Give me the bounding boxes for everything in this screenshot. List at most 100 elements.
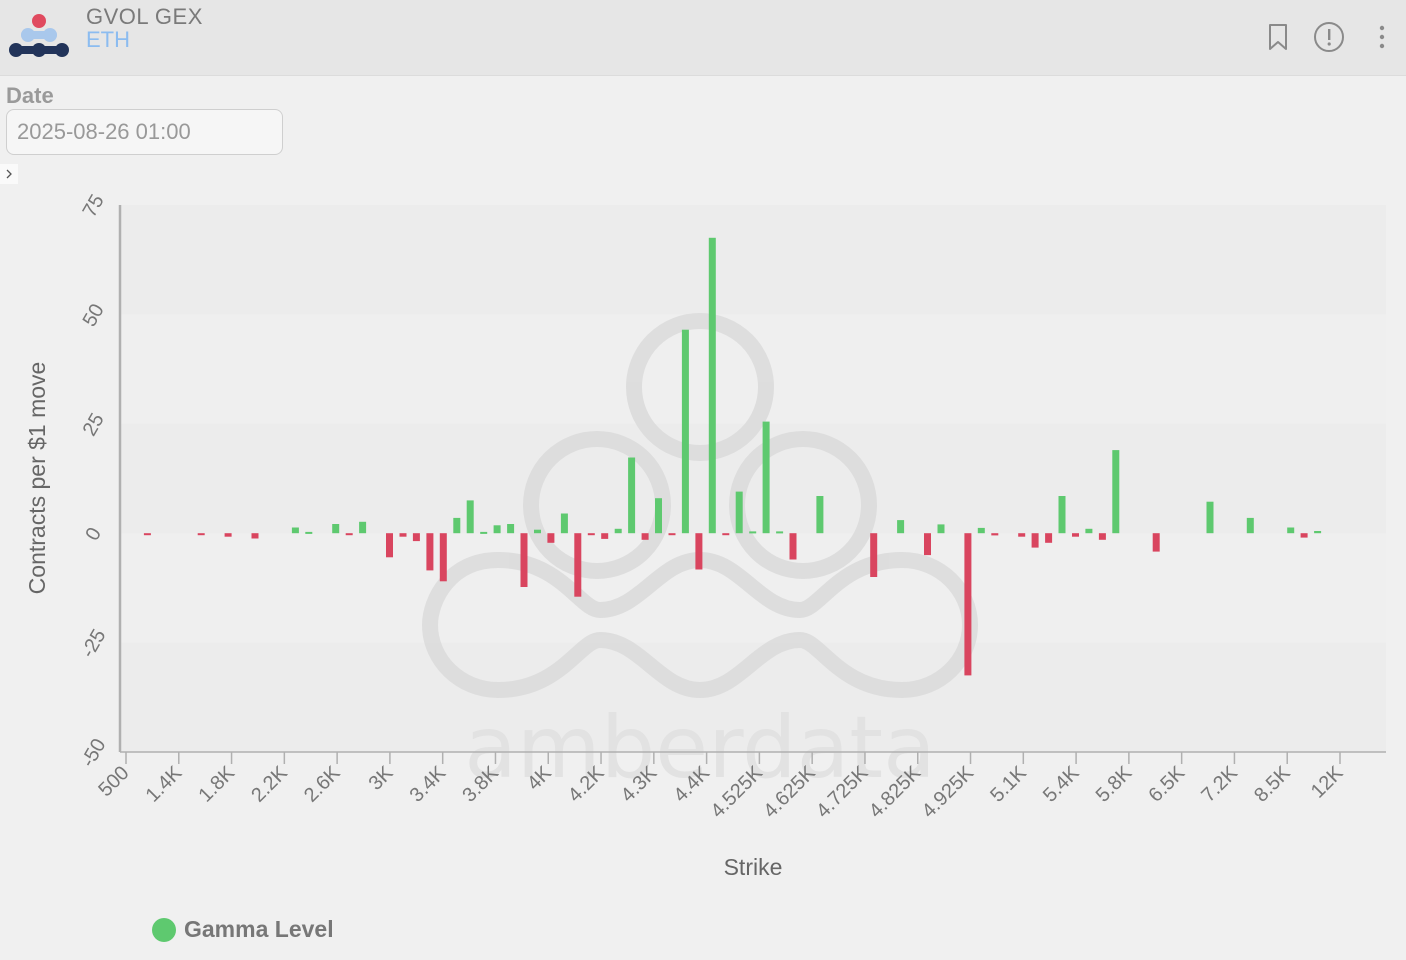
- gamma-bar: [1300, 533, 1308, 538]
- gamma-bar: [789, 533, 797, 560]
- bookmark-icon[interactable]: [1261, 20, 1295, 54]
- more-icon[interactable]: [1365, 20, 1399, 54]
- gamma-bar: [776, 531, 784, 534]
- gamma-bar: [1031, 533, 1039, 548]
- gamma-bar: [937, 524, 945, 534]
- gamma-bar: [399, 533, 407, 537]
- gamma-bar: [681, 329, 689, 534]
- gamma-bar: [762, 421, 770, 534]
- x-tick-label: 2.2K: [247, 762, 292, 807]
- gamma-bar: [345, 533, 353, 536]
- gamma-bar: [1112, 450, 1120, 534]
- x-tick-label: 8.5K: [1250, 762, 1295, 807]
- gamma-bar: [708, 237, 716, 534]
- x-tick-label: 5.1K: [986, 762, 1031, 807]
- gamma-bar: [870, 533, 878, 577]
- watermark: amberdata: [421, 313, 979, 798]
- x-tick-label: 5.4K: [1039, 762, 1084, 807]
- legend-marker: [152, 917, 176, 942]
- legend-label: Gamma Level: [184, 916, 334, 942]
- gamma-bar: [480, 531, 488, 534]
- gamma-bar: [1058, 496, 1066, 534]
- x-tick-label: 500: [94, 762, 133, 801]
- gamma-bar: [1018, 533, 1026, 537]
- app-header: GVOL GEX ETH: [0, 0, 1406, 76]
- gamma-bar: [964, 533, 972, 676]
- gamma-bar: [574, 533, 582, 597]
- gamma-bar: [655, 498, 662, 534]
- gamma-bar: [816, 496, 824, 534]
- gamma-bar: [1098, 533, 1106, 540]
- gamma-bar: [749, 531, 757, 534]
- gamma-bar: [520, 533, 528, 587]
- x-tick-label: 5.8K: [1092, 762, 1137, 807]
- y-tick-label: 50: [79, 300, 109, 330]
- gamma-bar: [1314, 531, 1322, 534]
- y-tick-label: -50: [77, 735, 111, 771]
- gamma-bar: [224, 533, 232, 537]
- chevron-right-icon: [6, 169, 12, 179]
- widget-title: GVOL GEX: [86, 4, 203, 29]
- legend-item-gamma-level[interactable]: Gamma Level: [152, 916, 334, 943]
- x-tick-label: 3K: [365, 762, 398, 795]
- x-tick-label: 2.6K: [300, 762, 345, 807]
- asset-subtitle: ETH: [86, 27, 130, 52]
- gamma-bar: [735, 491, 743, 534]
- gamma-bar: [291, 527, 299, 534]
- gamma-bar: [251, 533, 259, 539]
- date-label: Date: [6, 83, 54, 108]
- x-tick-label: 1.8K: [194, 762, 239, 807]
- expand-toggle[interactable]: [0, 164, 18, 184]
- plot-band: [120, 314, 1386, 424]
- plot-band: [120, 423, 1386, 534]
- gamma-bar: [668, 533, 676, 536]
- gamma-bar: [587, 533, 595, 536]
- gamma-bar: [197, 533, 205, 536]
- gamma-bar: [722, 533, 730, 536]
- gamma-bar: [1045, 533, 1053, 543]
- gamma-bar: [991, 533, 999, 536]
- y-axis-title: Contracts per $1 move: [24, 362, 50, 595]
- gamma-bar: [1206, 501, 1214, 534]
- gamma-bar: [547, 533, 555, 543]
- gamma-bar: [977, 527, 985, 534]
- gamma-bar: [924, 533, 931, 556]
- gamma-bar: [641, 533, 649, 540]
- gamma-bar: [560, 513, 568, 534]
- y-tick-label: 0: [81, 524, 106, 545]
- gamma-bar: [628, 457, 636, 534]
- gamma-exposure-chart: amberdata -50 -25 0 25 50 75 500 1.4K 1.8K 2.2K 2.…: [24, 191, 1386, 880]
- gamma-bar: [1287, 527, 1295, 534]
- gamma-bar: [1152, 533, 1160, 552]
- gamma-bar: [897, 520, 905, 534]
- x-axis-title: Strike: [724, 854, 783, 880]
- amberdata-logo-icon: [9, 14, 69, 57]
- gamma-bar: [507, 524, 515, 534]
- gamma-bar: [453, 517, 461, 534]
- gamma-bar: [614, 528, 622, 534]
- gamma-bar: [412, 533, 420, 542]
- gamma-bar: [1246, 517, 1254, 534]
- x-tick-label: 12K: [1307, 762, 1348, 803]
- gamma-bar: [534, 529, 541, 534]
- x-tick-label: 7.2K: [1197, 762, 1242, 807]
- gamma-bar: [332, 524, 340, 534]
- gamma-bar: [466, 500, 474, 534]
- gamma-bar: [359, 521, 367, 534]
- gamma-bar: [695, 533, 703, 570]
- y-tick-label: 75: [79, 191, 109, 221]
- gamma-bar: [386, 533, 393, 558]
- gamma-bar: [143, 533, 151, 536]
- gamma-bar: [426, 533, 434, 571]
- date-input[interactable]: [6, 109, 283, 155]
- watermark-text: amberdata: [464, 698, 936, 798]
- plot-band: [120, 205, 1386, 315]
- gamma-bar: [305, 531, 313, 534]
- gamma-bar: [601, 533, 609, 539]
- x-tick-label: 3.4K: [406, 762, 451, 807]
- y-tick-label: -25: [77, 626, 111, 662]
- info-icon[interactable]: [1312, 20, 1346, 54]
- y-tick-label: 25: [79, 410, 109, 440]
- gamma-bar: [1085, 528, 1093, 534]
- gamma-bar: [1072, 533, 1079, 537]
